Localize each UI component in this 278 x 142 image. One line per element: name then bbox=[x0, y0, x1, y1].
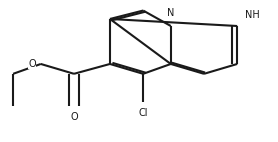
Text: O: O bbox=[28, 59, 36, 69]
Text: Cl: Cl bbox=[138, 108, 148, 118]
Text: O: O bbox=[70, 112, 78, 123]
Text: NH: NH bbox=[245, 10, 260, 20]
Text: N: N bbox=[167, 8, 175, 18]
